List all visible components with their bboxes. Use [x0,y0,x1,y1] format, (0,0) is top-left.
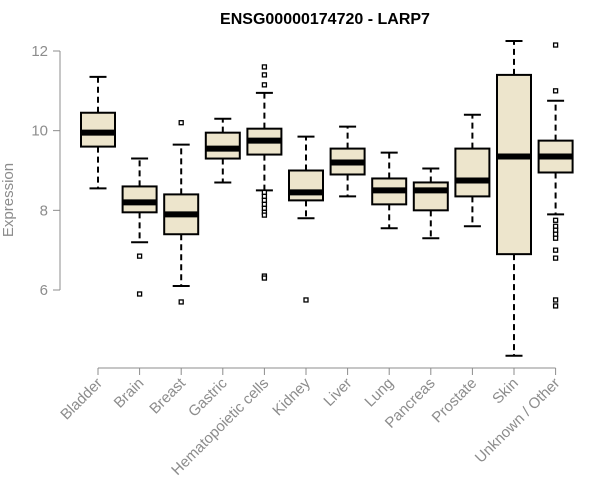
y-axis-label: Expression [0,163,17,237]
x-tick-label: Lung [361,375,397,411]
x-tick-label: Liver [320,375,355,410]
outlier-point [178,299,184,305]
box-group [537,42,574,309]
outlier-point [552,235,559,241]
outlier-point [552,88,559,94]
box-group [80,75,116,190]
chart-title: ENSG00000174720 - LARP7 [220,11,430,28]
outlier-point [552,217,559,223]
outlier-point [261,82,268,88]
box-group [288,135,324,303]
y-tick-label: 6 [40,282,48,299]
box-group [246,64,283,281]
iqr-box [496,73,532,256]
x-tick-label: Kidney [269,374,314,419]
y-tick-label: 8 [40,202,48,219]
outlier-point [261,64,268,70]
x-tick-label: Bladder [57,375,106,424]
outlier-point [303,297,309,303]
box-group [496,40,532,357]
iqr-box [288,169,324,202]
outlier-point [136,253,143,259]
box-group [329,125,366,198]
x-tick-label: Prostate [429,375,481,427]
box-group [121,157,158,297]
outlier-point [552,247,559,253]
x-tick-label: Breast [146,374,189,417]
box-group [412,167,449,240]
y-tick-label: 10 [31,123,48,140]
box-group [163,120,200,305]
outlier-point [261,72,268,78]
outlier-point [552,297,559,303]
y-tick-label: 12 [31,43,48,60]
outlier-point [552,42,559,48]
iqr-box [412,181,449,212]
iqr-box [454,147,491,198]
x-tick-label: Skin [489,375,522,408]
box-group [454,113,491,228]
outlier-point [552,255,559,261]
outlier-point [552,303,559,309]
box-group [371,151,408,230]
x-tick-label: Brain [111,375,148,412]
outlier-point [261,212,268,218]
box-group [204,117,241,184]
outlier-point [178,120,184,126]
outlier-point [261,275,268,281]
outlier-point [136,291,143,297]
